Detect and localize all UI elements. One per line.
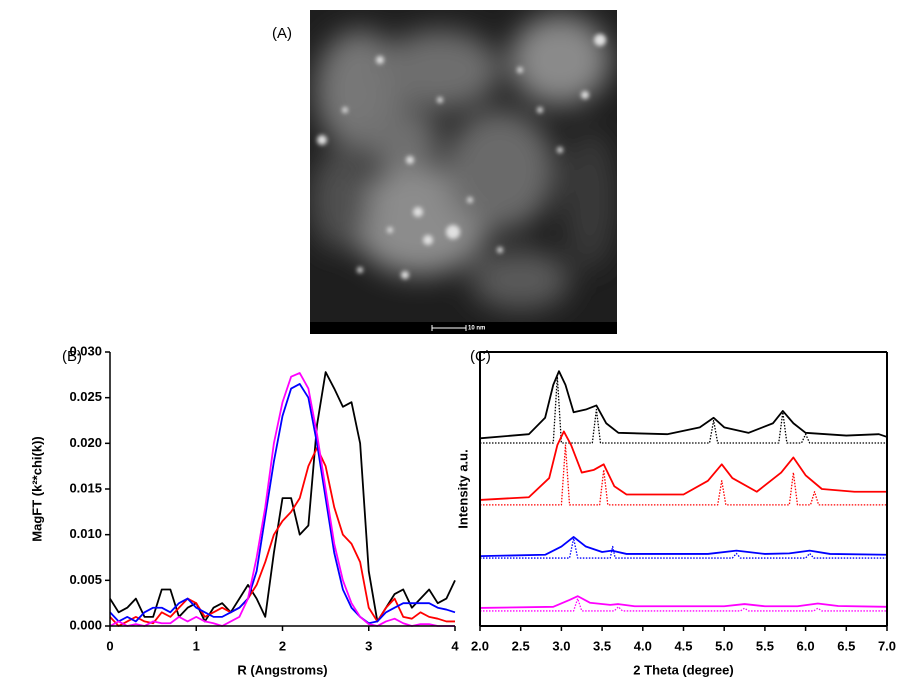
series-line xyxy=(480,597,887,612)
x-tick-label: 4.5 xyxy=(674,638,692,653)
x-tick-label: 2.0 xyxy=(471,638,489,653)
x-tick-label: 6.5 xyxy=(837,638,855,653)
series-line xyxy=(480,444,887,506)
x-tick-label: 0 xyxy=(106,638,113,653)
series-line xyxy=(480,376,887,444)
series-line xyxy=(479,370,888,440)
x-tick-label: 3.0 xyxy=(552,638,570,653)
x-tick-label: 4.0 xyxy=(634,638,652,653)
scale-bar-label: 10 nm xyxy=(468,326,485,332)
series-line xyxy=(109,447,455,627)
y-tick-label: 0.025 xyxy=(69,389,102,404)
x-axis-label: 2 Theta (degree) xyxy=(633,662,733,677)
y-tick-label: 0.000 xyxy=(69,617,102,632)
x-tick-label: 3.5 xyxy=(593,638,611,653)
y-tick-label: 0.015 xyxy=(69,480,102,495)
y-axis-label: Intensity a.u. xyxy=(455,449,470,528)
series-line xyxy=(109,383,456,625)
y-tick-label: 0.020 xyxy=(69,435,102,450)
series-line xyxy=(109,372,455,627)
y-tick-label: 0.030 xyxy=(69,343,102,358)
x-tick-label: 2.5 xyxy=(512,638,530,653)
y-axis-label: MagFT (k²*chi(k)) xyxy=(29,436,44,541)
panel-label: (A) xyxy=(272,25,292,42)
x-tick-label: 1 xyxy=(193,638,200,653)
x-tick-label: 4 xyxy=(451,638,459,653)
series-line xyxy=(479,536,888,558)
series-line xyxy=(479,595,888,609)
y-tick-label: 0.010 xyxy=(69,526,102,541)
x-tick-label: 5.0 xyxy=(715,638,733,653)
x-tick-label: 6.0 xyxy=(797,638,815,653)
panel-label: (B) xyxy=(62,348,82,365)
x-tick-label: 3 xyxy=(365,638,372,653)
series-line xyxy=(109,371,456,623)
x-tick-label: 2 xyxy=(279,638,286,653)
x-axis-label: R (Angstroms) xyxy=(237,662,327,677)
series-line xyxy=(479,430,887,501)
x-tick-label: 7.0 xyxy=(878,638,896,653)
x-tick-label: 5.5 xyxy=(756,638,774,653)
y-tick-label: 0.005 xyxy=(69,572,102,587)
micrograph: 10 nm xyxy=(310,10,617,334)
